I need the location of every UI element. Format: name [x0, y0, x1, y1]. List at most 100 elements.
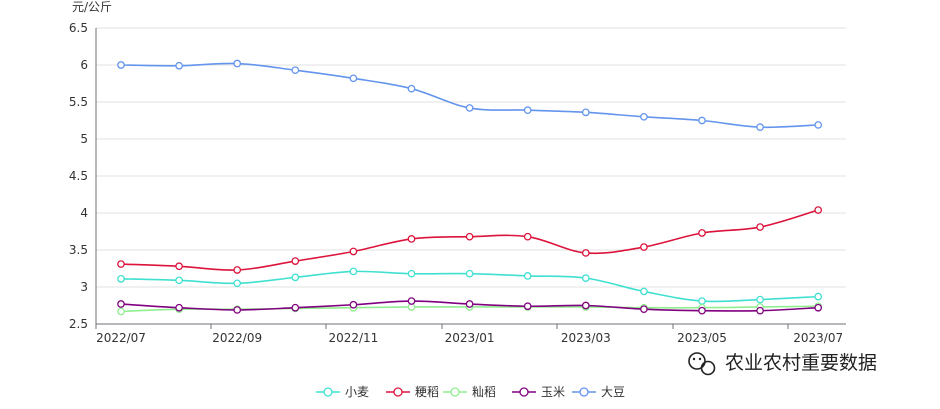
data-point[interactable]	[349, 247, 358, 256]
legend-marker-icon	[519, 387, 529, 397]
series-lines	[117, 59, 823, 316]
data-point[interactable]	[523, 232, 532, 241]
data-point[interactable]	[814, 206, 823, 214]
y-tick-label: 6.5	[69, 21, 88, 35]
data-point[interactable]	[756, 306, 764, 315]
legend-label: 粳稻	[415, 385, 439, 399]
data-point[interactable]	[640, 243, 648, 251]
data-point[interactable]	[756, 123, 764, 132]
legend-label: 大豆	[601, 385, 625, 399]
legend-label: 玉米	[541, 385, 565, 399]
data-point[interactable]	[291, 303, 300, 312]
series-玉米	[117, 297, 823, 315]
axes	[95, 28, 846, 329]
legend-marker-icon	[579, 387, 589, 397]
y-tick-label: 4	[80, 206, 88, 220]
data-point[interactable]	[291, 257, 300, 265]
legend-marker-icon	[393, 387, 403, 397]
x-tick-label: 2023/03	[561, 331, 611, 345]
y-tick-label: 5.5	[69, 95, 88, 109]
data-point[interactable]	[407, 235, 416, 243]
data-point[interactable]	[814, 121, 823, 129]
data-point[interactable]	[523, 302, 532, 311]
legend-marker-icon	[450, 387, 460, 397]
data-point[interactable]	[581, 108, 590, 117]
data-point[interactable]	[349, 74, 358, 83]
watermark-text: 农业农村重要数据	[725, 352, 877, 374]
x-tick-label: 2023/07	[793, 331, 843, 345]
x-tick-label: 2022/09	[212, 331, 262, 345]
data-point[interactable]	[175, 303, 183, 312]
x-axis-ticks: 2022/07 2022/09 2022/11 2023/01 2023/03 2023/…	[96, 331, 843, 345]
y-tick-label: 3	[80, 280, 88, 294]
data-point[interactable]	[581, 249, 590, 257]
data-point[interactable]	[465, 232, 474, 241]
data-point[interactable]	[117, 275, 125, 283]
data-point[interactable]	[581, 301, 590, 310]
series-粳稻	[117, 206, 823, 274]
data-point[interactable]	[233, 59, 242, 68]
data-point[interactable]	[698, 229, 706, 237]
data-point[interactable]	[291, 273, 300, 282]
data-point[interactable]	[117, 61, 125, 69]
data-point[interactable]	[407, 297, 416, 305]
y-axis-ticks: 2.5 3 3.5 4 4.5 5 5.5 6 6.5	[69, 21, 88, 331]
legend-item[interactable]: 小麦	[316, 385, 369, 399]
data-point[interactable]	[407, 84, 416, 93]
data-point[interactable]	[117, 260, 125, 268]
watermark: 农业农村重要数据	[688, 352, 877, 376]
data-point[interactable]	[175, 276, 183, 285]
y-tick-label: 5	[80, 132, 88, 146]
y-tick-label: 6	[80, 58, 88, 72]
legend-marker-icon	[323, 387, 333, 397]
data-point[interactable]	[117, 307, 125, 316]
x-tick-label: 2022/07	[96, 331, 146, 345]
x-tick-label: 2023/01	[445, 331, 495, 345]
series-小麦	[117, 267, 823, 305]
legend-item[interactable]: 粳稻	[386, 385, 439, 399]
data-point[interactable]	[523, 106, 532, 114]
series-line	[120, 62, 819, 129]
data-point[interactable]	[640, 112, 648, 121]
data-point[interactable]	[175, 262, 183, 271]
data-point[interactable]	[291, 66, 300, 75]
data-point[interactable]	[175, 61, 183, 70]
data-point[interactable]	[814, 292, 823, 301]
data-point[interactable]	[640, 305, 648, 314]
data-point[interactable]	[640, 287, 648, 296]
data-point[interactable]	[698, 297, 706, 305]
data-point[interactable]	[698, 306, 706, 315]
data-point[interactable]	[523, 272, 532, 280]
data-point[interactable]	[756, 223, 764, 231]
legend-item[interactable]: 玉米	[512, 385, 565, 399]
data-point[interactable]	[465, 300, 474, 308]
y-axis-label: 元/公斤	[72, 0, 112, 14]
data-point[interactable]	[698, 116, 706, 125]
data-point[interactable]	[117, 300, 125, 308]
x-tick-label: 2022/11	[328, 331, 378, 345]
data-point[interactable]	[407, 269, 416, 278]
data-point[interactable]	[233, 306, 242, 314]
data-point[interactable]	[581, 274, 590, 282]
data-point[interactable]	[349, 267, 358, 276]
y-tick-label: 4.5	[69, 169, 88, 183]
legend-item[interactable]: 籼稻	[443, 385, 496, 399]
wechat-icon	[688, 352, 716, 376]
legend-label: 小麦	[345, 385, 369, 399]
legend-label: 籼稻	[472, 385, 496, 399]
legend[interactable]: 小麦 粳稻 籼稻 玉米 大豆	[316, 385, 625, 399]
x-tick-label: 2023/05	[677, 331, 727, 345]
series-大豆	[117, 59, 823, 132]
data-point[interactable]	[814, 303, 823, 312]
data-point[interactable]	[349, 300, 358, 309]
grid-lines	[96, 27, 846, 288]
data-point[interactable]	[465, 269, 474, 278]
data-point[interactable]	[233, 266, 242, 274]
legend-item[interactable]: 大豆	[572, 385, 625, 399]
data-point[interactable]	[756, 295, 764, 304]
y-tick-label: 2.5	[69, 317, 88, 331]
data-point[interactable]	[233, 279, 242, 288]
data-point[interactable]	[465, 104, 474, 112]
